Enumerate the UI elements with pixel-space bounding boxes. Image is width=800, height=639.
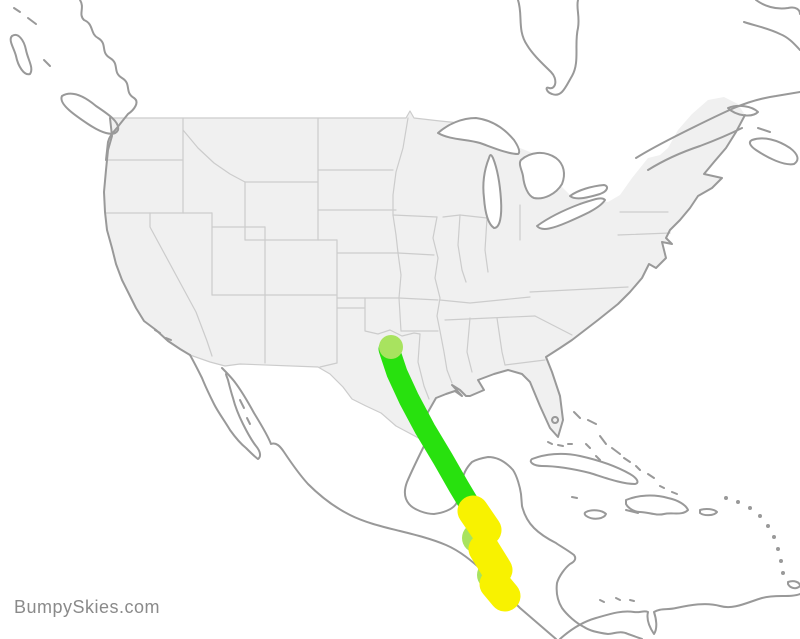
cuba bbox=[529, 452, 639, 485]
gulf-of-california-islands bbox=[239, 399, 251, 425]
lake-ontario bbox=[569, 184, 609, 200]
us-coastline bbox=[103, 114, 746, 447]
florida-keys bbox=[547, 441, 573, 447]
mexico-coast bbox=[403, 441, 643, 639]
route-turbulence-segment bbox=[457, 495, 502, 546]
bahamas bbox=[571, 411, 678, 499]
canada-coastlines bbox=[9, 0, 800, 171]
st-lawrence-north-shore bbox=[635, 91, 800, 159]
jamaica bbox=[583, 509, 607, 520]
route-turbulence-segment bbox=[479, 568, 521, 612]
anticosti-island bbox=[727, 104, 759, 117]
lake-erie bbox=[536, 197, 606, 230]
lake-michigan bbox=[482, 154, 503, 229]
newfoundland-coast bbox=[743, 0, 800, 51]
state-borders bbox=[105, 110, 671, 443]
bc-alaska-coast bbox=[79, 0, 138, 161]
route-turbulence-segment bbox=[468, 533, 513, 586]
vancouver-island bbox=[60, 92, 120, 135]
flight-route bbox=[378, 335, 521, 612]
nova-scotia bbox=[748, 137, 799, 166]
us-canada-border bbox=[109, 110, 471, 125]
us-landmass bbox=[104, 97, 745, 442]
channel-islands bbox=[154, 329, 172, 341]
lake-huron bbox=[518, 152, 565, 200]
watermark: BumpySkies.com bbox=[14, 597, 161, 617]
lake-superior bbox=[437, 117, 521, 155]
trinidad bbox=[787, 580, 800, 590]
baja-california bbox=[189, 354, 262, 460]
lake-okeechobee bbox=[551, 416, 560, 424]
puerto-rico bbox=[699, 507, 718, 517]
south-america-coast bbox=[559, 580, 800, 639]
james-bay bbox=[517, 0, 580, 96]
st-lawrence-south-shore bbox=[647, 127, 743, 171]
gulf-atlantic-coast bbox=[423, 114, 746, 443]
hispaniola bbox=[625, 494, 689, 516]
lesser-antilles bbox=[724, 496, 785, 575]
great-lakes bbox=[437, 117, 609, 230]
us-mexico-border bbox=[189, 354, 427, 443]
departure-marker bbox=[379, 335, 403, 359]
haida-gwaii bbox=[9, 34, 33, 76]
caribbean-islands bbox=[529, 411, 718, 520]
